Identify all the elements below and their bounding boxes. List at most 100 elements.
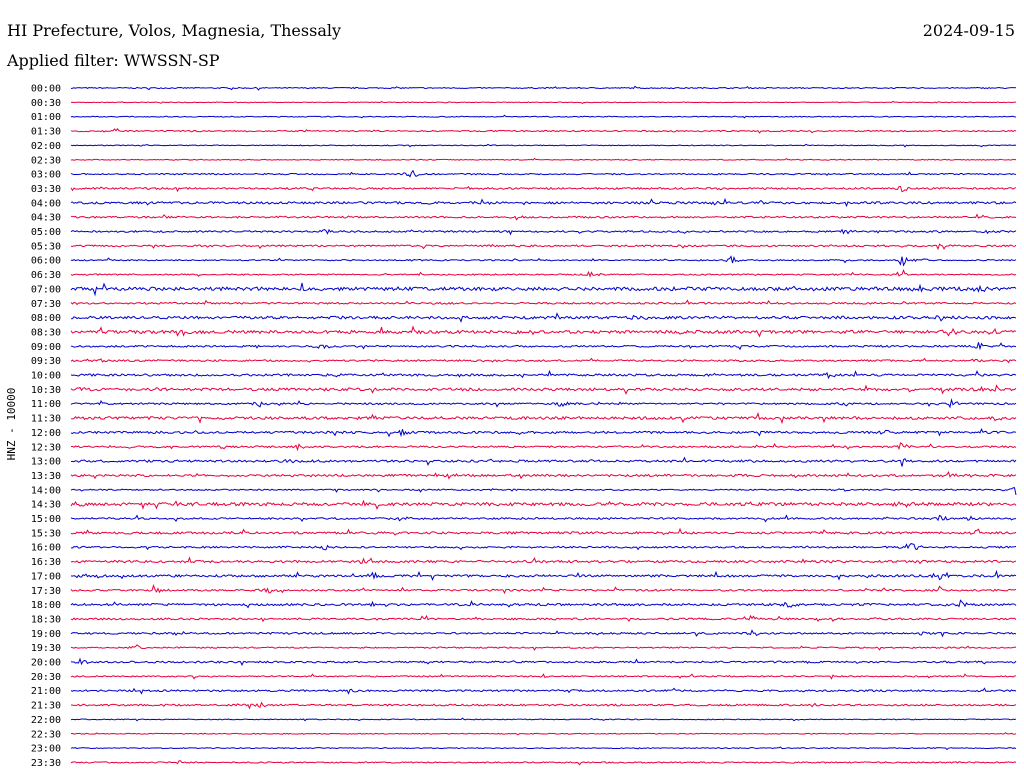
time-tick-label: 14:00	[31, 485, 61, 496]
time-tick-label: 19:30	[31, 643, 61, 654]
trace-row-2000	[70, 657, 1017, 667]
filter-label: Applied filter: WWSSN-SP	[7, 51, 220, 70]
trace-row-1730	[70, 584, 1017, 595]
time-tick-label: 12:00	[31, 428, 61, 439]
trace-row-1000	[70, 369, 1017, 380]
time-tick-label: 05:00	[31, 227, 61, 238]
trace-row-0230	[70, 157, 1017, 161]
time-tick-label: 21:30	[31, 701, 61, 712]
trace-row-2200	[70, 717, 1017, 722]
trace-row-0600	[70, 255, 1017, 267]
trace-row-1430	[70, 499, 1017, 510]
trace-row-2130	[70, 701, 1017, 710]
time-tick-label: 11:30	[31, 414, 61, 425]
trace-row-1230	[70, 442, 1017, 452]
time-tick-label: 15:00	[31, 514, 61, 525]
time-tick-label: 00:00	[31, 84, 61, 95]
trace-row-1900	[70, 629, 1017, 638]
station-title: HI Prefecture, Volos, Magnesia, Thessaly	[7, 21, 342, 40]
trace-row-1330	[70, 470, 1017, 480]
time-tick-label: 22:00	[31, 715, 61, 726]
record-date: 2024-09-15	[922, 21, 1015, 40]
time-tick-label: 17:30	[31, 586, 61, 597]
trace-row-0100	[70, 114, 1017, 119]
trace-row-1300	[70, 456, 1017, 467]
time-tick-label: 07:00	[31, 284, 61, 295]
time-tick-label: 09:00	[31, 342, 61, 353]
y-axis-label: HNZ - 10000	[5, 388, 18, 461]
trace-row-0530	[70, 243, 1017, 251]
trace-row-1530	[70, 527, 1017, 536]
time-tick-label: 03:00	[31, 170, 61, 181]
time-tick-label: 12:30	[31, 442, 61, 453]
time-tick-label: 05:30	[31, 241, 61, 252]
trace-row-1030	[70, 384, 1017, 395]
time-tick-label: 15:30	[31, 528, 61, 539]
trace-row-0430	[70, 213, 1017, 221]
trace-row-1100	[70, 397, 1017, 409]
time-tick-label: 02:30	[31, 155, 61, 166]
time-tick-label: 01:00	[31, 112, 61, 123]
time-tick-label: 00:30	[31, 98, 61, 109]
time-tick-label: 18:30	[31, 614, 61, 625]
time-tick-label: 08:00	[31, 313, 61, 324]
trace-row-0630	[70, 269, 1017, 278]
trace-row-2330	[70, 760, 1017, 766]
trace-row-0300	[70, 169, 1017, 178]
time-tick-label: 19:00	[31, 629, 61, 640]
time-tick-label: 10:30	[31, 385, 61, 396]
trace-row-0030	[70, 100, 1017, 104]
trace-row-2300	[70, 746, 1017, 751]
time-tick-label: 21:00	[31, 686, 61, 697]
trace-row-0900	[70, 342, 1017, 351]
time-tick-label: 22:30	[31, 729, 61, 740]
time-tick-label: 11:00	[31, 399, 61, 410]
time-tick-label: 08:30	[31, 327, 61, 338]
time-tick-label: 20:00	[31, 658, 61, 669]
trace-row-1130	[70, 412, 1017, 425]
trace-row-1800	[70, 599, 1017, 609]
time-tick-label: 16:30	[31, 557, 61, 568]
trace-row-0500	[70, 228, 1017, 236]
trace-row-1630	[70, 556, 1017, 565]
time-tick-label: 03:30	[31, 184, 61, 195]
trace-row-0930	[70, 357, 1017, 364]
time-tick-label: 18:00	[31, 600, 61, 611]
trace-row-1930	[70, 644, 1017, 651]
trace-row-0200	[70, 143, 1017, 148]
time-tick-label: 13:30	[31, 471, 61, 482]
trace-row-0730	[70, 299, 1017, 306]
trace-row-1200	[70, 427, 1017, 438]
trace-row-1830	[70, 614, 1017, 623]
trace-row-1500	[70, 514, 1017, 523]
time-tick-label: 16:00	[31, 543, 61, 554]
time-tick-label: 10:00	[31, 371, 61, 382]
time-tick-label: 01:30	[31, 127, 61, 138]
trace-row-1700	[70, 569, 1017, 581]
trace-row-0000	[70, 85, 1017, 91]
trace-row-0330	[70, 185, 1017, 193]
trace-row-1400	[70, 487, 1017, 495]
time-tick-label: 14:30	[31, 500, 61, 511]
trace-row-0700	[70, 282, 1017, 297]
trace-row-1600	[70, 543, 1017, 551]
time-tick-label: 23:00	[31, 744, 61, 755]
time-tick-label: 09:30	[31, 356, 61, 367]
time-tick-label: 04:30	[31, 213, 61, 224]
trace-row-2100	[70, 687, 1017, 695]
trace-row-2230	[70, 732, 1017, 736]
trace-row-0130	[70, 128, 1017, 134]
time-tick-label: 20:30	[31, 672, 61, 683]
trace-row-2030	[70, 673, 1017, 680]
trace-row-0400	[70, 197, 1017, 208]
time-tick-label: 06:30	[31, 270, 61, 281]
time-tick-label: 06:00	[31, 256, 61, 267]
time-tick-label: 07:30	[31, 299, 61, 310]
trace-row-0830	[70, 325, 1017, 338]
time-tick-label: 17:00	[31, 571, 61, 582]
time-tick-label: 13:00	[31, 457, 61, 468]
trace-row-0800	[70, 312, 1017, 323]
time-tick-label: 04:00	[31, 198, 61, 209]
time-tick-label: 23:30	[31, 758, 61, 769]
